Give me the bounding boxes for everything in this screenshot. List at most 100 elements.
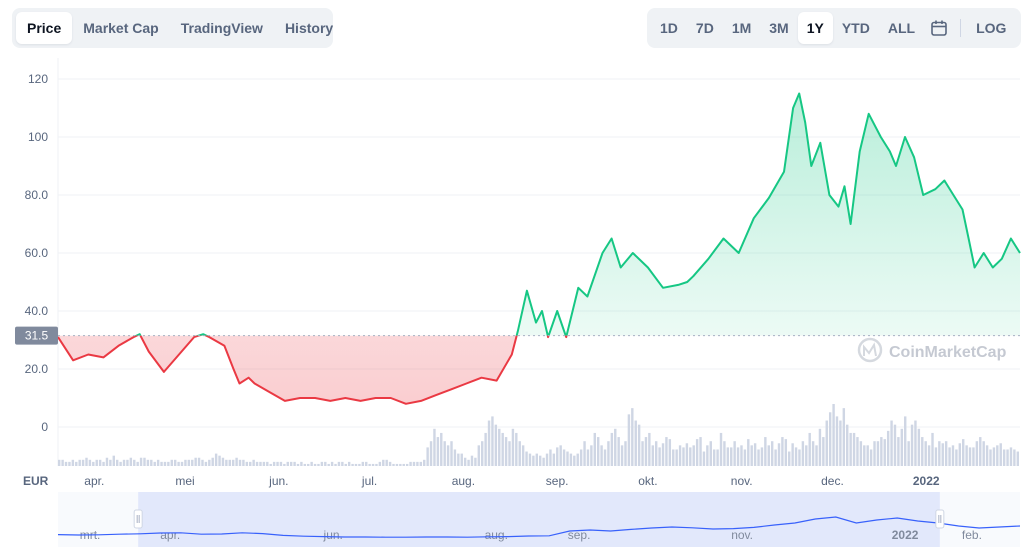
volume-bar	[218, 455, 221, 466]
volume-bar	[95, 459, 98, 466]
volume-bar	[614, 428, 617, 466]
volume-bar	[689, 447, 692, 466]
x-tick-label: dec.	[821, 474, 844, 488]
volume-bar	[378, 461, 382, 466]
volume-bar	[805, 445, 808, 466]
volume-bar	[784, 439, 788, 466]
tab-tradingview[interactable]: TradingView	[180, 20, 263, 36]
volume-bar	[549, 449, 552, 466]
volume-bar	[61, 459, 64, 466]
volume-bar	[440, 432, 443, 466]
volume-bar	[395, 463, 399, 466]
volume-bar	[231, 459, 235, 466]
range-ytd[interactable]: YTD	[841, 20, 870, 36]
volume-bar	[825, 420, 828, 466]
log-toggle[interactable]: LOG	[976, 20, 1007, 36]
volume-bar	[958, 443, 962, 466]
volume-bar	[801, 441, 805, 466]
x-tick-label: okt.	[638, 474, 657, 488]
volume-bar	[173, 459, 177, 466]
volume-bar	[1013, 449, 1016, 466]
volume-bar	[743, 449, 747, 466]
volume-bar	[552, 453, 556, 466]
volume-bar	[716, 449, 719, 466]
volume-bar	[658, 447, 661, 466]
volume-bar	[167, 461, 170, 466]
navigator-handle-right[interactable]	[935, 509, 945, 529]
volume-bar	[211, 457, 214, 466]
baseline-label: 31.5	[25, 329, 49, 343]
range-1m[interactable]: 1M	[731, 20, 752, 36]
volume-bar	[692, 445, 695, 466]
price-line-down	[57, 335, 568, 405]
volume-bar	[852, 432, 856, 466]
volume-bar	[286, 461, 289, 466]
volume-bar	[770, 441, 774, 466]
volume-bar	[204, 461, 208, 466]
volume-bar	[392, 463, 395, 466]
x-tick-label: jul.	[361, 474, 377, 488]
volume-bar	[586, 449, 590, 466]
volume-bar	[610, 432, 614, 466]
volume-bar	[712, 449, 716, 466]
range-3m[interactable]: 3M	[769, 20, 789, 36]
volume-bar	[405, 463, 409, 466]
volume-bar	[136, 461, 139, 466]
volume-bar	[293, 461, 296, 466]
volume-bar	[317, 463, 320, 466]
volume-bar	[81, 459, 85, 466]
range-navigator[interactable]: mrt. apr. jun. aug. sep. nov. 2022 feb.	[57, 492, 1021, 547]
range-1d[interactable]: 1D	[660, 20, 678, 36]
volume-bar	[873, 441, 876, 466]
volume-bar	[583, 441, 586, 466]
volume-bar	[917, 428, 921, 466]
volume-bar	[365, 461, 368, 466]
volume-bar	[122, 459, 126, 466]
volume-bars	[58, 404, 1019, 466]
tab-market-cap[interactable]: Market Cap	[83, 20, 159, 36]
volume-bar	[453, 449, 457, 466]
volume-bar	[351, 463, 354, 466]
range-all[interactable]: ALL	[887, 20, 916, 36]
volume-bar	[109, 459, 112, 466]
volume-bar	[828, 412, 832, 466]
range-7d[interactable]: 7D	[695, 20, 714, 36]
volume-bar	[303, 463, 307, 466]
volume-bar	[385, 459, 388, 466]
volume-bar	[163, 461, 167, 466]
volume-bar	[931, 432, 934, 466]
volume-bar	[289, 461, 293, 466]
x-tick-label: 2022	[913, 474, 940, 488]
volume-bar	[249, 461, 252, 466]
volume-bar	[709, 441, 712, 466]
volume-bar	[307, 463, 310, 466]
y-tick-label: 0	[41, 420, 48, 434]
volume-bar	[446, 445, 450, 466]
volume-bar	[740, 445, 743, 466]
volume-bar	[839, 420, 842, 466]
volume-bar	[566, 451, 569, 466]
volume-bar	[999, 443, 1002, 466]
tab-price[interactable]: Price	[16, 12, 73, 44]
tab-history[interactable]: History	[284, 20, 334, 36]
volume-bar	[296, 463, 300, 466]
volume-bar	[150, 459, 153, 466]
volume-bar	[539, 455, 542, 466]
volume-bar	[811, 441, 815, 466]
volume-bar	[808, 432, 811, 466]
volume-bar	[68, 461, 71, 466]
volume-bar	[955, 449, 958, 466]
y-tick-label: 120	[28, 72, 48, 86]
navigator-handle-left[interactable]	[133, 509, 143, 529]
price-area	[58, 93, 1020, 404]
range-1y[interactable]: 1Y	[797, 12, 833, 44]
navigator-window	[138, 492, 940, 547]
volume-bar	[753, 443, 757, 466]
price-line-up	[134, 92, 1021, 336]
calendar-icon[interactable]	[924, 12, 954, 44]
volume-bar	[474, 457, 477, 466]
volume-bar	[866, 445, 869, 466]
volume-bar	[358, 463, 361, 466]
volume-bar	[893, 424, 897, 466]
volume-bar	[511, 428, 515, 466]
